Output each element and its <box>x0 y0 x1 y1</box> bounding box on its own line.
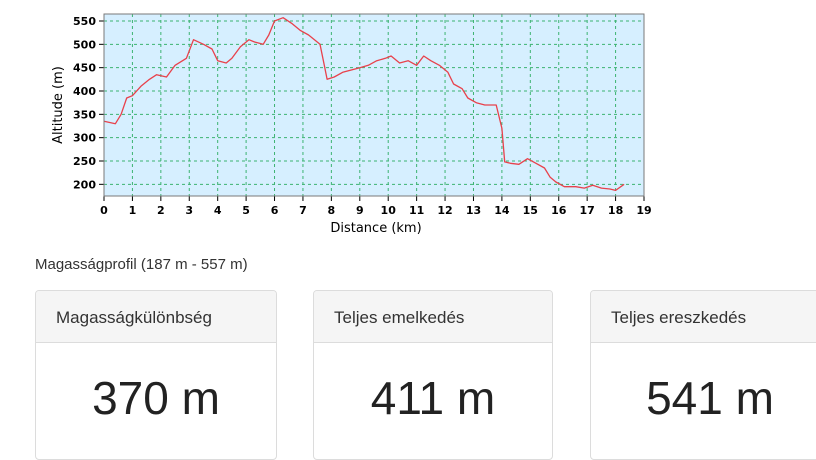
stat-card-total-descent: Teljes ereszkedés 541 m <box>590 290 816 460</box>
x-tick-label: 8 <box>328 204 336 217</box>
x-tick-label: 10 <box>381 204 397 217</box>
elevation-chart: 0 1 2 3 4 5 6 7 8 9 10 11 12 13 14 15 16 17 18 19 200 250 300 3… <box>0 0 660 248</box>
stat-card-value: 541 m <box>646 372 774 424</box>
plot-frame <box>103 13 645 197</box>
y-tick-label: 450 <box>73 62 96 75</box>
x-tick-label: 13 <box>466 204 481 217</box>
x-tick-label: 15 <box>523 204 538 217</box>
elevation-line <box>103 17 625 192</box>
y-tick-label: 500 <box>73 38 96 51</box>
elevation-chart-svg: 0 1 2 3 4 5 6 7 8 9 10 11 12 13 14 15 16 17 18 192002503003… <box>51 13 652 236</box>
y-tick-label: 300 <box>73 132 96 145</box>
stat-card-label: Teljes emelkedés <box>314 291 552 343</box>
x-tick-label: 9 <box>356 204 364 217</box>
x-tick-label: 5 <box>242 204 250 217</box>
y-tick-label: 350 <box>73 108 96 121</box>
chart-caption: Magasságprofil (187 m - 557 m) <box>35 256 248 273</box>
x-tick-label: 18 <box>608 204 623 217</box>
y-axis-title: Altitude (m) <box>51 66 66 144</box>
x-tick-label: 19 <box>636 204 651 217</box>
stat-card-value: 411 m <box>370 372 496 424</box>
x-tick-label: 1 <box>129 204 137 217</box>
x-tick-label: 17 <box>580 204 595 217</box>
x-tick-label: 14 <box>494 204 510 217</box>
x-tick-label: 2 <box>157 204 165 217</box>
stat-card-label: Teljes ereszkedés <box>591 291 816 343</box>
y-tick-label: 250 <box>73 155 96 168</box>
x-tick-label: 0 <box>100 204 108 217</box>
x-tick-label: 12 <box>437 204 452 217</box>
y-tick-label: 200 <box>73 178 96 191</box>
stat-card-total-ascent: Teljes emelkedés 411 m <box>313 290 553 460</box>
x-tick-label: 16 <box>551 204 567 217</box>
x-tick-label: 4 <box>214 204 222 217</box>
x-tick-label: 11 <box>409 204 424 217</box>
y-tick-label: 400 <box>73 85 96 98</box>
stat-card-value: 370 m <box>92 372 220 424</box>
x-tick-label: 3 <box>185 204 193 217</box>
x-axis-title: Distance (km) <box>330 221 421 236</box>
stat-card-label: Magasságkülönbség <box>36 291 276 343</box>
x-tick-label: 6 <box>271 204 279 217</box>
x-tick-label: 7 <box>299 204 307 217</box>
stat-card-elevation-difference: Magasságkülönbség 370 m <box>35 290 277 460</box>
plot-area <box>104 14 644 196</box>
y-tick-label: 550 <box>73 15 96 28</box>
